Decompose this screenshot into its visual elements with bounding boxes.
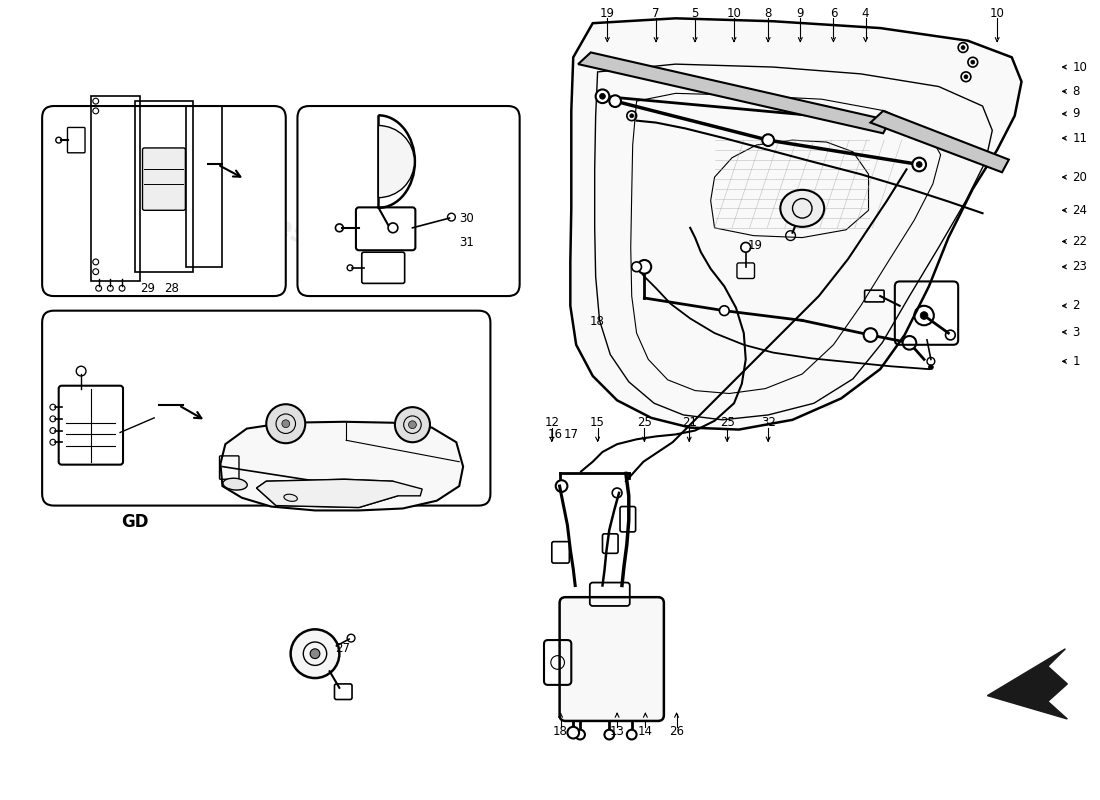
Ellipse shape bbox=[780, 190, 824, 227]
Circle shape bbox=[266, 404, 306, 443]
Text: 31: 31 bbox=[459, 236, 474, 249]
Circle shape bbox=[596, 90, 609, 103]
Text: 10: 10 bbox=[990, 7, 1004, 20]
Polygon shape bbox=[220, 422, 463, 510]
Text: 5: 5 bbox=[692, 7, 698, 20]
FancyBboxPatch shape bbox=[42, 106, 286, 296]
Circle shape bbox=[964, 75, 968, 78]
FancyBboxPatch shape bbox=[143, 148, 186, 210]
Circle shape bbox=[719, 306, 729, 315]
Circle shape bbox=[912, 158, 926, 171]
Circle shape bbox=[395, 407, 430, 442]
Polygon shape bbox=[988, 649, 1067, 719]
Circle shape bbox=[921, 312, 928, 319]
Text: GD: GD bbox=[121, 513, 148, 531]
Ellipse shape bbox=[223, 478, 248, 490]
Text: 24: 24 bbox=[1072, 204, 1087, 217]
Text: eurospares: eurospares bbox=[121, 165, 314, 252]
Text: 6: 6 bbox=[829, 7, 837, 20]
Text: 9: 9 bbox=[796, 7, 804, 20]
Circle shape bbox=[290, 630, 340, 678]
Text: 2: 2 bbox=[1072, 299, 1080, 312]
Text: 18: 18 bbox=[553, 725, 568, 738]
Circle shape bbox=[310, 649, 320, 658]
Circle shape bbox=[575, 730, 585, 739]
Circle shape bbox=[604, 730, 614, 739]
Text: 30: 30 bbox=[459, 211, 474, 225]
Polygon shape bbox=[256, 479, 398, 507]
Text: 22: 22 bbox=[1072, 235, 1087, 248]
Text: 32: 32 bbox=[761, 416, 776, 430]
Text: 17: 17 bbox=[564, 428, 579, 441]
FancyBboxPatch shape bbox=[297, 106, 519, 296]
Circle shape bbox=[916, 162, 922, 167]
Circle shape bbox=[408, 421, 416, 429]
FancyBboxPatch shape bbox=[42, 310, 491, 506]
Text: 21: 21 bbox=[682, 416, 696, 430]
Text: 7: 7 bbox=[652, 7, 660, 20]
Text: 16: 16 bbox=[547, 428, 562, 441]
Text: 29: 29 bbox=[140, 282, 155, 294]
Circle shape bbox=[971, 60, 975, 64]
FancyBboxPatch shape bbox=[560, 597, 664, 721]
Text: 14: 14 bbox=[638, 725, 653, 738]
Circle shape bbox=[282, 420, 289, 428]
Text: 1: 1 bbox=[1072, 355, 1080, 368]
Polygon shape bbox=[256, 479, 422, 507]
Circle shape bbox=[600, 94, 605, 99]
Polygon shape bbox=[870, 111, 1009, 172]
Circle shape bbox=[903, 336, 916, 350]
Text: 23: 23 bbox=[1072, 260, 1087, 274]
Circle shape bbox=[762, 134, 774, 146]
Text: eurospares: eurospares bbox=[648, 165, 840, 252]
Text: 27: 27 bbox=[334, 642, 350, 655]
Circle shape bbox=[928, 365, 933, 370]
Text: 19: 19 bbox=[600, 7, 615, 20]
Text: 9: 9 bbox=[1072, 107, 1080, 120]
Circle shape bbox=[631, 262, 641, 272]
Text: 3: 3 bbox=[1072, 326, 1079, 338]
Ellipse shape bbox=[284, 494, 297, 502]
Text: 15: 15 bbox=[591, 416, 605, 430]
Text: 10: 10 bbox=[727, 7, 741, 20]
Text: 25: 25 bbox=[719, 416, 735, 430]
Text: 25: 25 bbox=[637, 416, 652, 430]
Circle shape bbox=[609, 95, 622, 107]
Polygon shape bbox=[570, 18, 1022, 430]
Text: 10: 10 bbox=[1072, 61, 1087, 74]
Circle shape bbox=[638, 260, 651, 274]
Text: eurospares: eurospares bbox=[648, 330, 840, 418]
Text: 8: 8 bbox=[1072, 85, 1079, 98]
Circle shape bbox=[864, 328, 878, 342]
Circle shape bbox=[741, 242, 750, 252]
Text: 11: 11 bbox=[1072, 132, 1087, 145]
Circle shape bbox=[961, 46, 965, 50]
Polygon shape bbox=[579, 53, 890, 134]
Text: 4: 4 bbox=[861, 7, 869, 20]
Text: 18: 18 bbox=[591, 315, 605, 328]
Wedge shape bbox=[378, 126, 415, 198]
Text: 20: 20 bbox=[1072, 170, 1087, 184]
Text: 26: 26 bbox=[669, 725, 684, 738]
Text: 28: 28 bbox=[164, 282, 179, 294]
Text: 19: 19 bbox=[748, 239, 763, 252]
Text: 13: 13 bbox=[609, 725, 625, 738]
Circle shape bbox=[627, 730, 637, 739]
Circle shape bbox=[630, 114, 634, 118]
Text: 8: 8 bbox=[764, 7, 772, 20]
Circle shape bbox=[568, 726, 579, 738]
Text: 12: 12 bbox=[544, 416, 559, 430]
